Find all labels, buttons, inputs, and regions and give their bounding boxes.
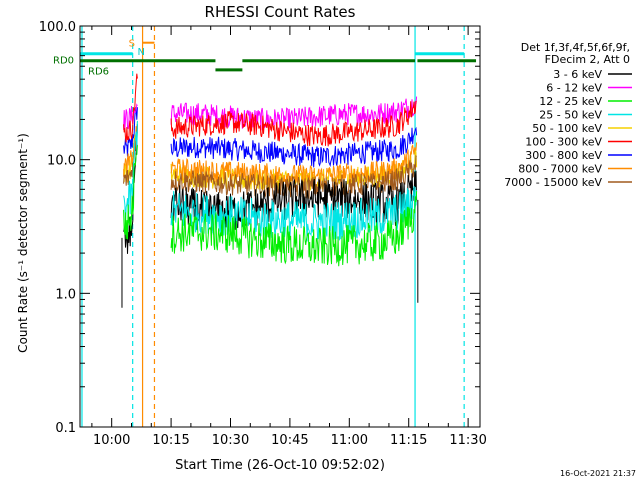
- legend-entry-label: 7000 - 15000 keV: [504, 176, 602, 189]
- legend: Det 1f,3f,4f,5f,6f,9f,FDecim 2, Att 0 3 -…: [504, 41, 632, 189]
- x-tick-label: 10:00: [93, 433, 130, 448]
- series-line-800to7000keV-seg1: [170, 142, 418, 188]
- series-line-12to25keV-seg0: [123, 145, 138, 240]
- legend-entry-label: 6 - 12 keV: [546, 82, 602, 95]
- y-axis-label: Count Rate (s⁻¹ detector segment⁻¹): [16, 133, 30, 353]
- legend-entry-label: 12 - 25 keV: [539, 95, 602, 108]
- plot-frame-layer: 10:00 10:15 10:30 10:45 11:00 11:15 11:30 0.1 1.…: [39, 20, 487, 448]
- flag-n-label: N: [137, 47, 144, 58]
- y-tick-label: 0.1: [55, 421, 76, 436]
- series-line-100to300keV-seg0: [123, 73, 138, 143]
- series-line-3to6keV-seg1: [170, 170, 418, 231]
- rd0-label: RD0: [53, 56, 74, 67]
- legend-entry-label: 100 - 300 keV: [525, 136, 602, 149]
- rd6-label: RD6: [88, 67, 109, 78]
- legend-header-line: Det 1f,3f,4f,5f,6f,9f,: [521, 41, 630, 54]
- y-tick-label: 100.0: [39, 20, 76, 35]
- legend-entry-label: 300 - 800 keV: [525, 149, 602, 162]
- legend-header-line: FDecim 2, Att 0: [545, 53, 630, 66]
- series-line-6to12keV-seg1: [170, 96, 418, 131]
- series-line-7000to15000keV-seg0: [123, 140, 138, 186]
- x-axis-label: Start Time (26-Oct-10 09:52:02): [175, 458, 385, 473]
- y-tick-label: 1.0: [55, 287, 76, 302]
- legend-entry-label: 50 - 100 keV: [532, 122, 602, 135]
- y-tick-label: 10.0: [47, 154, 76, 169]
- legend-entry-label: 3 - 6 keV: [553, 68, 602, 81]
- x-tick-label: 10:30: [212, 433, 249, 448]
- flag-s-label: S: [129, 39, 135, 50]
- series-line-3to6keV-seg0: [123, 124, 138, 254]
- series-line-12to25keV-seg1: [170, 191, 418, 267]
- chart-title: RHESSI Count Rates: [205, 3, 356, 21]
- series-line-300to800keV-seg1: [170, 126, 418, 168]
- series-line-6to12keV-seg0: [123, 103, 138, 130]
- plot-frame: [79, 25, 481, 428]
- x-tick-label: 10:45: [271, 433, 308, 448]
- series-line-7000to15000keV-seg1: [170, 154, 417, 200]
- legend-entry-label: 25 - 50 keV: [539, 109, 602, 122]
- x-tick-label: 10:15: [152, 433, 189, 448]
- plot-data-layer: RD0 RD6 SN: [53, 26, 477, 427]
- x-tick-label: 11:00: [331, 433, 368, 448]
- x-tick-label: 11:15: [390, 433, 427, 448]
- legend-entry-label: 800 - 7000 keV: [518, 163, 602, 176]
- series-line-100to300keV-seg1: [170, 100, 417, 147]
- footer-timestamp: 16-Oct-2021 21:37: [560, 469, 636, 478]
- x-tick-label: 11:30: [449, 433, 486, 448]
